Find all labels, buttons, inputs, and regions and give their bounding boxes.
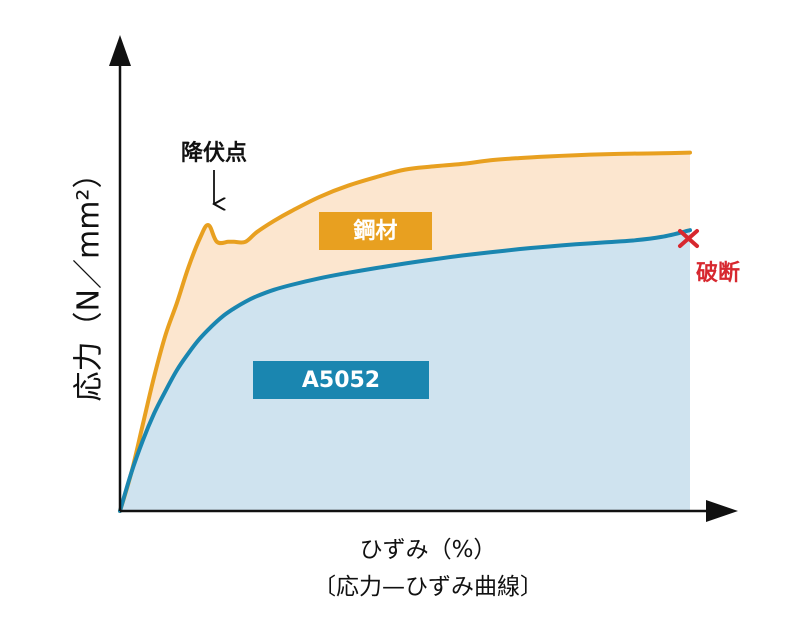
chart-title: 〔応力—ひずみ曲線〕: [313, 574, 543, 600]
yield-point-label: 降伏点: [181, 140, 247, 166]
x-axis-label: ひずみ（%）: [360, 537, 497, 563]
a5052-legend-box: [253, 361, 429, 399]
steel-legend-label: 鋼材: [352, 218, 397, 244]
a5052-legend-label: A5052: [302, 368, 380, 393]
y-axis-arrow-icon: [109, 35, 131, 66]
a5052-series-line: [118, 228, 692, 513]
fracture-x-icon: [678, 229, 699, 248]
y-axis-label: 応力（N／mm²）: [72, 159, 107, 402]
steel-legend-box: [319, 212, 432, 250]
steel-series-line: [118, 150, 692, 513]
fracture-label: 破断: [696, 260, 740, 286]
x-axis-arrow-icon: [706, 500, 738, 522]
